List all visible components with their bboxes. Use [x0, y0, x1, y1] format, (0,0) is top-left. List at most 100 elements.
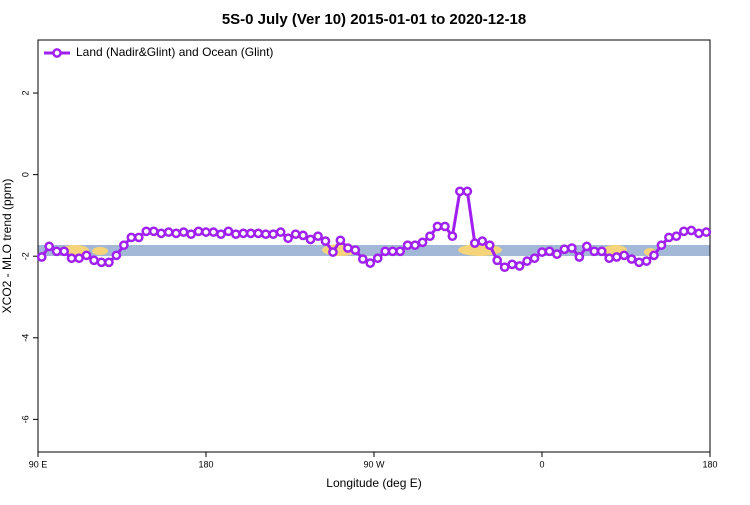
point: [283, 233, 293, 244]
point: [484, 240, 495, 251]
point: [701, 227, 712, 237]
point: [253, 228, 264, 239]
point: [641, 256, 652, 266]
point: [320, 236, 331, 246]
point: [499, 262, 510, 273]
point: [619, 250, 629, 261]
point: [492, 255, 503, 266]
point: [290, 229, 301, 240]
point: [74, 253, 84, 264]
point: [335, 235, 346, 246]
point: [298, 230, 308, 241]
point: [328, 247, 338, 257]
point: [104, 257, 114, 268]
point: [425, 231, 435, 242]
point: [552, 249, 562, 260]
point: [36, 252, 47, 262]
point: [193, 226, 204, 237]
point: [216, 229, 226, 240]
point: [679, 226, 689, 237]
x-tick-label: 180: [702, 459, 717, 469]
point: [231, 229, 241, 240]
legend-marker: [52, 48, 62, 58]
point: [245, 228, 256, 239]
point: [305, 234, 316, 245]
chart-title: 5S-0 July (Ver 10) 2015-01-01 to 2020-12…: [222, 11, 526, 28]
point: [589, 246, 600, 257]
point: [380, 246, 391, 257]
point: [410, 240, 420, 251]
point: [148, 226, 159, 237]
point: [664, 232, 674, 243]
point: [126, 232, 137, 243]
point: [596, 246, 607, 257]
point: [156, 228, 167, 239]
point: [671, 231, 682, 242]
point: [186, 229, 196, 240]
point: [455, 186, 465, 197]
x-axis-label: Longitude (deg E): [326, 476, 421, 490]
point: [365, 258, 376, 268]
point: [178, 227, 189, 237]
point: [686, 225, 697, 236]
x-tick-label: 90 E: [29, 459, 48, 469]
point: [462, 186, 473, 197]
y-tick-label: -2: [20, 252, 30, 260]
point: [567, 243, 577, 253]
point: [522, 256, 532, 266]
point: [402, 240, 413, 251]
point: [171, 228, 181, 239]
point: [66, 253, 77, 264]
point: [693, 228, 704, 239]
point: [201, 227, 211, 237]
y-tick-label: -6: [20, 415, 30, 423]
point: [275, 227, 286, 237]
point: [656, 240, 667, 251]
point: [223, 226, 234, 237]
point: [634, 257, 644, 268]
point: [626, 254, 637, 264]
x-tick-label: 90 W: [363, 459, 385, 469]
point: [477, 236, 488, 246]
point: [268, 229, 279, 240]
point: [507, 259, 517, 270]
point: [387, 246, 398, 257]
point: [133, 232, 144, 243]
point: [372, 253, 383, 264]
point: [141, 226, 152, 237]
point: [111, 250, 122, 261]
point: [559, 244, 570, 255]
point: [44, 241, 55, 252]
x-tick-label: 180: [198, 459, 213, 469]
point: [514, 261, 525, 271]
point: [313, 231, 323, 242]
y-tick-label: -4: [20, 334, 30, 342]
point: [51, 246, 62, 257]
point: [59, 246, 69, 257]
point: [581, 241, 592, 252]
point: [544, 246, 555, 257]
point: [208, 227, 219, 237]
point: [611, 252, 622, 262]
point: [163, 227, 174, 237]
point: [604, 253, 615, 264]
point: [417, 237, 428, 248]
point: [529, 253, 540, 264]
point: [447, 231, 458, 242]
point: [395, 246, 405, 257]
point: [343, 243, 353, 253]
y-tick-label: 2: [20, 91, 30, 96]
point: [238, 228, 249, 239]
x-tick-label: 0: [539, 459, 544, 469]
point: [119, 240, 129, 251]
point: [350, 245, 361, 255]
point: [469, 238, 480, 248]
point: [574, 252, 585, 262]
y-tick-label: 0: [20, 172, 30, 177]
point: [537, 247, 547, 257]
point: [440, 221, 450, 232]
legend-label: Land (Nadir&Glint) and Ocean (Glint): [76, 45, 273, 59]
point: [260, 229, 271, 240]
point: [357, 254, 368, 264]
